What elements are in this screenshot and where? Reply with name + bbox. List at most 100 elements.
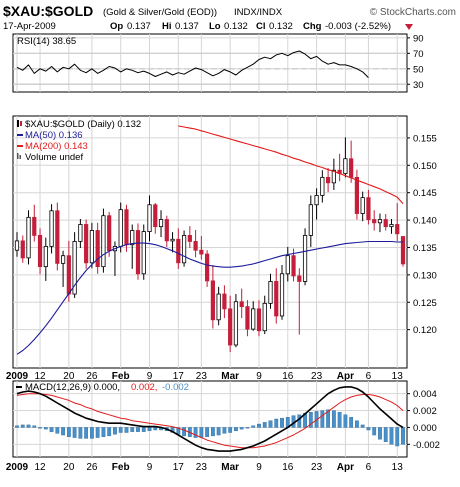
price-candle (245, 300, 250, 337)
price-candle (107, 211, 112, 257)
low-value: 0.132 (224, 21, 248, 32)
rsi-y-tick-label: 30 (413, 80, 424, 91)
candle-body (135, 230, 141, 275)
price-candle (389, 218, 394, 234)
macd-histogram-bar (349, 417, 354, 428)
price-candle (274, 268, 279, 324)
macd-histogram-bar (210, 427, 215, 437)
macd-x-tick-label: 23 (196, 462, 208, 473)
change-value: -0.003 (-2.52%) (325, 21, 391, 32)
macd-histogram-bar (274, 418, 279, 428)
candle-body (222, 293, 227, 310)
price-y-tick-label: 0.145 (413, 188, 437, 199)
candle-body (279, 273, 285, 317)
candle-body (314, 195, 319, 206)
candle-body (400, 236, 406, 265)
macd-histogram-bar (15, 425, 19, 428)
macd-histogram-bar (308, 412, 313, 428)
candle-body (147, 204, 152, 232)
price-x-tick-label: 26 (86, 371, 98, 382)
open-label: Op (110, 21, 123, 32)
price-x-tick-label: Apr (337, 371, 354, 382)
macd-histogram-bar (20, 424, 25, 428)
macd-histogram-bar (124, 427, 129, 433)
price-candle (343, 137, 348, 178)
price-candle (164, 215, 169, 247)
candle-body (193, 241, 198, 251)
candle-body (130, 230, 135, 246)
candle-body (170, 238, 175, 242)
macd-x-tick-label: 9 (147, 462, 153, 473)
price-candle (251, 301, 256, 331)
candle-body (343, 158, 348, 174)
legend-volume-icon (17, 153, 19, 159)
exchange-label: INDX/INDX (234, 7, 283, 18)
macd-histogram-bar (199, 427, 204, 438)
price-candle (262, 295, 267, 335)
macd-histogram-bar (395, 427, 400, 447)
price-candle (308, 195, 313, 247)
price-candle (101, 208, 106, 273)
candle-body (89, 230, 94, 264)
candle-body (331, 169, 336, 184)
price-candle (377, 213, 383, 233)
price-y-tick-label: 0.135 (413, 243, 437, 254)
watermark: © StockCharts.com (370, 7, 456, 18)
macd-histogram-bar (216, 427, 221, 436)
price-candle (285, 246, 290, 282)
candle-body (216, 293, 221, 321)
legend-volume: Volume undef (25, 152, 83, 163)
price-candle (400, 236, 406, 267)
macd-histogram-bar (193, 427, 198, 438)
price-candle (26, 210, 31, 265)
candle-body (43, 245, 48, 268)
price-candle (84, 219, 89, 269)
candle-body (366, 197, 371, 220)
price-y-tick-label: 0.120 (413, 325, 437, 336)
price-candle (314, 188, 319, 220)
macd-histogram-bar (320, 410, 325, 428)
candle-body (291, 255, 296, 277)
symbol-description: (Gold & Silver/Gold (EOD)) (103, 7, 217, 18)
macd-y-tick-label: -0.002 (413, 440, 440, 451)
macd-x-tick-label: Mar (221, 462, 239, 473)
legend-macd: MACD(12,26,9) 0.000, (25, 382, 120, 393)
rsi-line (16, 50, 369, 78)
candle-body (274, 281, 279, 317)
macd-x-tick-label: 26 (86, 462, 98, 473)
price-candle (78, 218, 83, 249)
macd-histogram-bar (84, 427, 89, 439)
price-candle (199, 235, 204, 260)
macd-histogram-bar (326, 409, 331, 428)
macd-histogram-bar (32, 425, 37, 428)
macd-histogram-bar (141, 427, 146, 432)
candle-body (141, 231, 146, 275)
candle-body (107, 215, 112, 252)
candle-body (55, 210, 60, 264)
price-candle (181, 230, 187, 267)
candle-body (66, 255, 71, 295)
price-x-tick-label: 9 (147, 371, 153, 382)
macd-histogram-bar (78, 427, 83, 439)
macd-histogram-bar (360, 424, 365, 428)
macd-y-tick-label: 0.000 (413, 423, 437, 434)
candle-body (228, 308, 233, 346)
price-x-tick-label: 16 (282, 371, 294, 382)
legend-price: $XAU:$GOLD (Daily) 0.132 (25, 119, 141, 130)
price-candle (55, 202, 60, 271)
candle-body (297, 275, 302, 282)
candle-body (101, 215, 106, 268)
macd-histogram-bar (280, 417, 284, 428)
macd-histogram-bar (228, 427, 233, 433)
price-candle (72, 232, 77, 298)
macd-histogram-bar (222, 427, 227, 434)
candle-body (389, 224, 394, 228)
macd-histogram-bar (153, 427, 158, 431)
price-candle (37, 228, 43, 275)
candle-body (354, 176, 360, 214)
price-candle (366, 189, 371, 225)
price-candle (239, 288, 244, 319)
price-x-tick-label: 2009 (6, 371, 29, 382)
candle-body (14, 240, 20, 251)
